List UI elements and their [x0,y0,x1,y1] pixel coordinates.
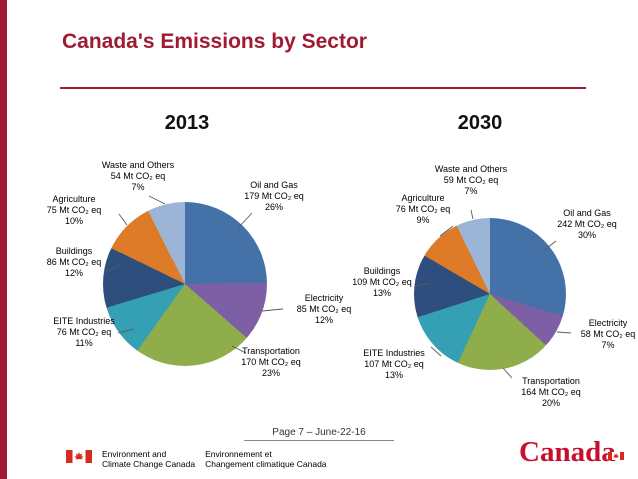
pie2-label-transportation: Transportation 164 Mt CO₂ eq 20% [505,376,597,409]
slice-amount: 75 Mt CO₂ eq [46,205,102,215]
slice-percent: 9% [416,215,430,225]
slice-amount: 54 Mt CO₂ eq [110,171,166,181]
slice-percent: 13% [372,288,391,298]
pie1-label-waste-and-others: Waste and Others 54 Mt CO₂ eq 7% [86,160,190,193]
department-name-fr-line1: Environnement et [205,449,272,459]
pie-chart-2030 [414,218,566,370]
left-accent-bar [0,0,7,479]
pie1-label-electricity: Electricity 85 Mt CO₂ eq 12% [282,293,366,326]
slice-amount: 164 Mt CO₂ eq [521,387,581,397]
slice-percent: 12% [64,268,83,278]
slice-name: Oil and Gas [250,180,298,190]
wordmark-flag-icon [607,435,624,468]
pie2-label-agriculture: Agriculture 76 Mt CO₂ eq 9% [380,193,466,226]
slice-percent: 10% [64,216,83,226]
canada-wordmark: Canada [519,436,624,469]
slice-name: Electricity [588,318,628,328]
canada-flag-icon [66,450,92,465]
slice-amount: 170 Mt CO₂ eq [241,357,301,367]
slice-amount: 59 Mt CO₂ eq [443,175,499,185]
slice-name: Electricity [304,293,344,303]
pie1-label-buildings: Buildings 86 Mt CO₂ eq 12% [30,246,118,279]
chart-title-2030: 2030 [457,112,503,134]
slice-name: Agriculture [401,193,445,203]
slice-percent: 20% [541,398,560,408]
pie2-label-oil-and-gas: Oil and Gas 242 Mt CO₂ eq 30% [543,208,631,241]
slice-amount: 58 Mt CO₂ eq [580,329,636,339]
slice-name: Agriculture [52,194,96,204]
slice-amount: 107 Mt CO₂ eq [364,359,424,369]
slice-name: EITE Industries [363,348,425,358]
slice-name: Transportation [522,376,580,386]
slice-amount: 85 Mt CO₂ eq [296,304,352,314]
pie1-label-agriculture: Agriculture 75 Mt CO₂ eq 10% [30,194,118,227]
pie1-label-transportation: Transportation 170 Mt CO₂ eq 23% [224,346,318,379]
slice-amount: 86 Mt CO₂ eq [46,257,102,267]
slice-percent: 11% [75,338,93,348]
slice-name: Waste and Others [434,164,508,174]
department-name-en-line1: Environment and [102,449,167,459]
title-rule [60,87,586,89]
slice-name: EITE Industries [53,316,115,326]
slice-amount: 179 Mt CO₂ eq [244,191,304,201]
slice-name: Oil and Gas [563,208,611,218]
pie1-label-eite-industries: EITE Industries 76 Mt CO₂ eq 11% [38,316,130,349]
slice-amount: 109 Mt CO₂ eq [352,277,412,287]
slice-amount: 76 Mt CO₂ eq [56,327,112,337]
slice-percent: 13% [384,370,403,380]
page-footer: Page 7 – June-22-16 [244,427,394,441]
department-name-en-line2: Climate Change Canada [102,459,196,469]
slice-percent: 7% [601,340,615,350]
pie-chart-2013 [103,202,267,366]
chart-title-2013: 2013 [164,112,210,134]
page-title: Canada's Emissions by Sector [62,30,367,53]
department-signature: Environment and Climate Change Canada En… [66,449,327,469]
slice-name: Buildings [55,246,93,256]
slice-percent: 12% [314,315,333,325]
department-name-en: Environment and Climate Change Canada [102,449,195,469]
slice-amount: 242 Mt CO₂ eq [557,219,617,229]
pie2-label-buildings: Buildings 109 Mt CO₂ eq 13% [342,266,422,299]
slice-percent: 7% [464,186,478,196]
slice-percent: 26% [264,202,283,212]
slice-amount: 76 Mt CO₂ eq [395,204,451,214]
pie2-label-eite-industries: EITE Industries 107 Mt CO₂ eq 13% [350,348,438,381]
slice-name: Buildings [363,266,401,276]
department-name-fr: Environnement et Changement climatique C… [205,449,326,469]
pie1-label-oil-and-gas: Oil and Gas 179 Mt CO₂ eq 26% [228,180,320,213]
slice-name: Waste and Others [101,160,175,170]
department-name-fr-line2: Changement climatique Canada [205,459,327,469]
slice-percent: 23% [261,368,280,378]
slice-name: Transportation [242,346,300,356]
slice-percent: 7% [131,182,145,192]
pie2-label-electricity: Electricity 58 Mt CO₂ eq 7% [570,318,638,351]
canada-wordmark-text: Canada [519,436,616,468]
slice-percent: 30% [577,230,596,240]
pie2-label-waste-and-others: Waste and Others 59 Mt CO₂ eq 7% [432,164,510,197]
